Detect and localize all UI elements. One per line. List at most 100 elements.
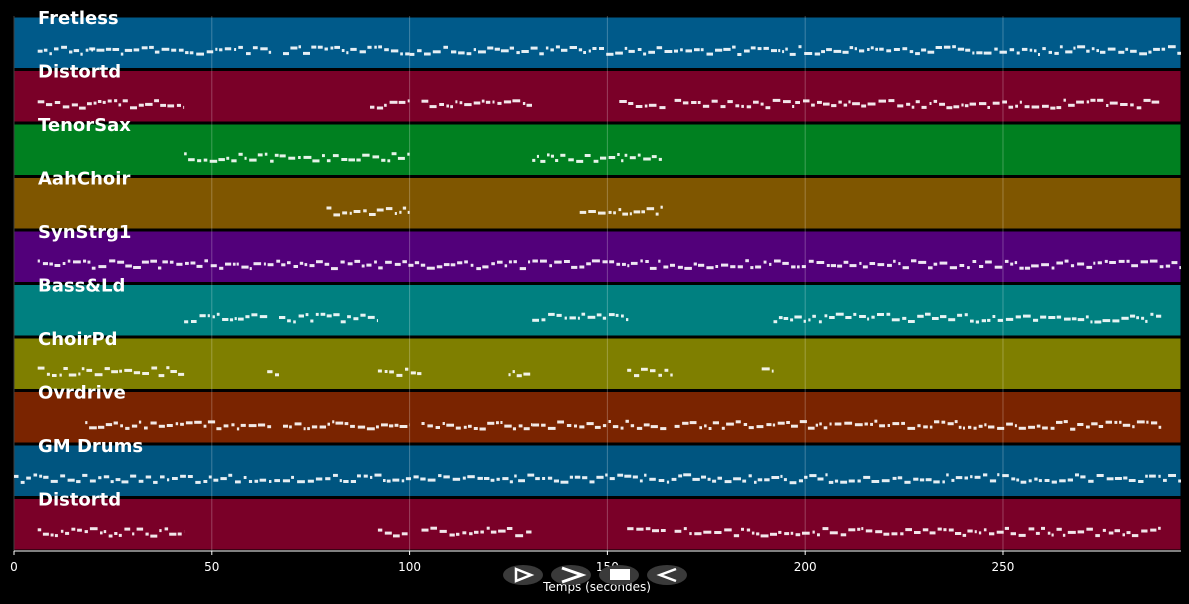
note-mark: [407, 99, 410, 103]
note-mark: [955, 476, 963, 480]
rewind-button[interactable]: [647, 565, 687, 585]
note-mark: [771, 369, 774, 373]
note-mark: [746, 528, 751, 532]
note-mark: [1042, 104, 1049, 108]
note-mark: [531, 423, 533, 427]
note-mark: [178, 372, 185, 376]
note-mark: [267, 263, 274, 267]
note-mark: [1031, 264, 1039, 268]
note-mark: [421, 99, 429, 103]
note-mark: [402, 260, 407, 264]
note-mark: [829, 422, 832, 426]
note-mark: [1138, 480, 1144, 483]
note-mark: [52, 374, 57, 377]
note-mark: [185, 421, 193, 425]
note-mark: [1070, 427, 1076, 431]
note-mark: [154, 99, 159, 103]
note-mark: [1168, 474, 1176, 477]
note-mark: [315, 312, 319, 316]
note-mark: [596, 475, 604, 479]
stop-button[interactable]: [599, 565, 639, 585]
note-mark: [879, 424, 885, 428]
note-mark: [619, 100, 627, 103]
note-mark: [1121, 316, 1129, 320]
note-mark: [113, 421, 118, 425]
track-labels: Fretless Distortd TenorSax AahChoir SynStrg1…: [38, 8, 143, 511]
note-mark: [213, 478, 219, 482]
note-mark: [863, 475, 871, 479]
track-row: [13, 16, 1182, 69]
note-mark: [1034, 477, 1038, 481]
note-mark: [512, 99, 521, 103]
note-mark: [158, 374, 165, 378]
note-mark: [745, 259, 749, 263]
note-mark: [1014, 261, 1018, 265]
note-mark: [541, 318, 546, 322]
note-mark: [1096, 474, 1104, 477]
note-mark: [176, 262, 183, 266]
note-mark: [105, 423, 113, 427]
note-mark: [1090, 98, 1096, 102]
note-mark: [792, 105, 795, 108]
note-mark: [617, 473, 624, 477]
note-mark: [49, 52, 52, 56]
note-mark: [348, 158, 355, 162]
track-notes: [14, 473, 1181, 485]
x-tick-label: 50: [204, 560, 219, 574]
note-mark: [154, 50, 160, 54]
note-mark: [914, 531, 921, 534]
note-mark: [751, 531, 755, 535]
note-mark: [42, 532, 49, 536]
note-mark: [203, 480, 208, 483]
note-mark: [649, 266, 657, 270]
note-mark: [464, 260, 468, 264]
note-mark: [532, 423, 540, 427]
note-mark: [700, 48, 704, 52]
note-mark: [952, 45, 956, 49]
note-mark: [287, 319, 291, 323]
track-row: [13, 123, 1182, 176]
note-mark: [849, 264, 857, 268]
note-mark: [197, 159, 202, 163]
note-mark: [549, 264, 552, 268]
note-mark: [264, 152, 268, 156]
note-mark: [829, 316, 835, 319]
note-mark: [823, 426, 828, 430]
note-mark: [1067, 478, 1073, 482]
track-background: [13, 498, 1182, 551]
note-mark: [915, 100, 920, 104]
note-mark: [949, 266, 957, 270]
note-mark: [778, 49, 781, 53]
note-mark: [238, 152, 243, 156]
note-mark: [650, 369, 656, 373]
note-mark: [413, 475, 419, 479]
note-mark: [443, 475, 450, 479]
note-mark: [226, 156, 230, 160]
note-mark: [902, 266, 909, 270]
note-mark: [1015, 315, 1021, 319]
note-mark: [939, 102, 945, 106]
note-mark: [400, 52, 403, 56]
note-mark: [54, 534, 58, 538]
note-mark: [771, 49, 777, 53]
play-button[interactable]: [503, 565, 543, 585]
note-mark: [1179, 266, 1181, 270]
note-mark: [835, 312, 844, 316]
note-mark: [133, 266, 141, 269]
note-mark: [826, 264, 830, 267]
note-mark: [819, 422, 822, 426]
note-mark: [927, 50, 935, 54]
note-mark: [964, 476, 968, 480]
note-mark: [1151, 100, 1160, 104]
track-background: [13, 16, 1182, 69]
note-mark: [333, 313, 340, 317]
note-mark: [765, 106, 771, 110]
note-mark: [756, 532, 760, 536]
note-mark: [1112, 319, 1120, 323]
note-mark: [1143, 98, 1151, 102]
fast-forward-button[interactable]: [551, 565, 591, 585]
note-mark: [721, 263, 729, 267]
note-mark: [737, 265, 743, 269]
note-mark: [892, 476, 897, 480]
note-mark: [724, 528, 732, 532]
